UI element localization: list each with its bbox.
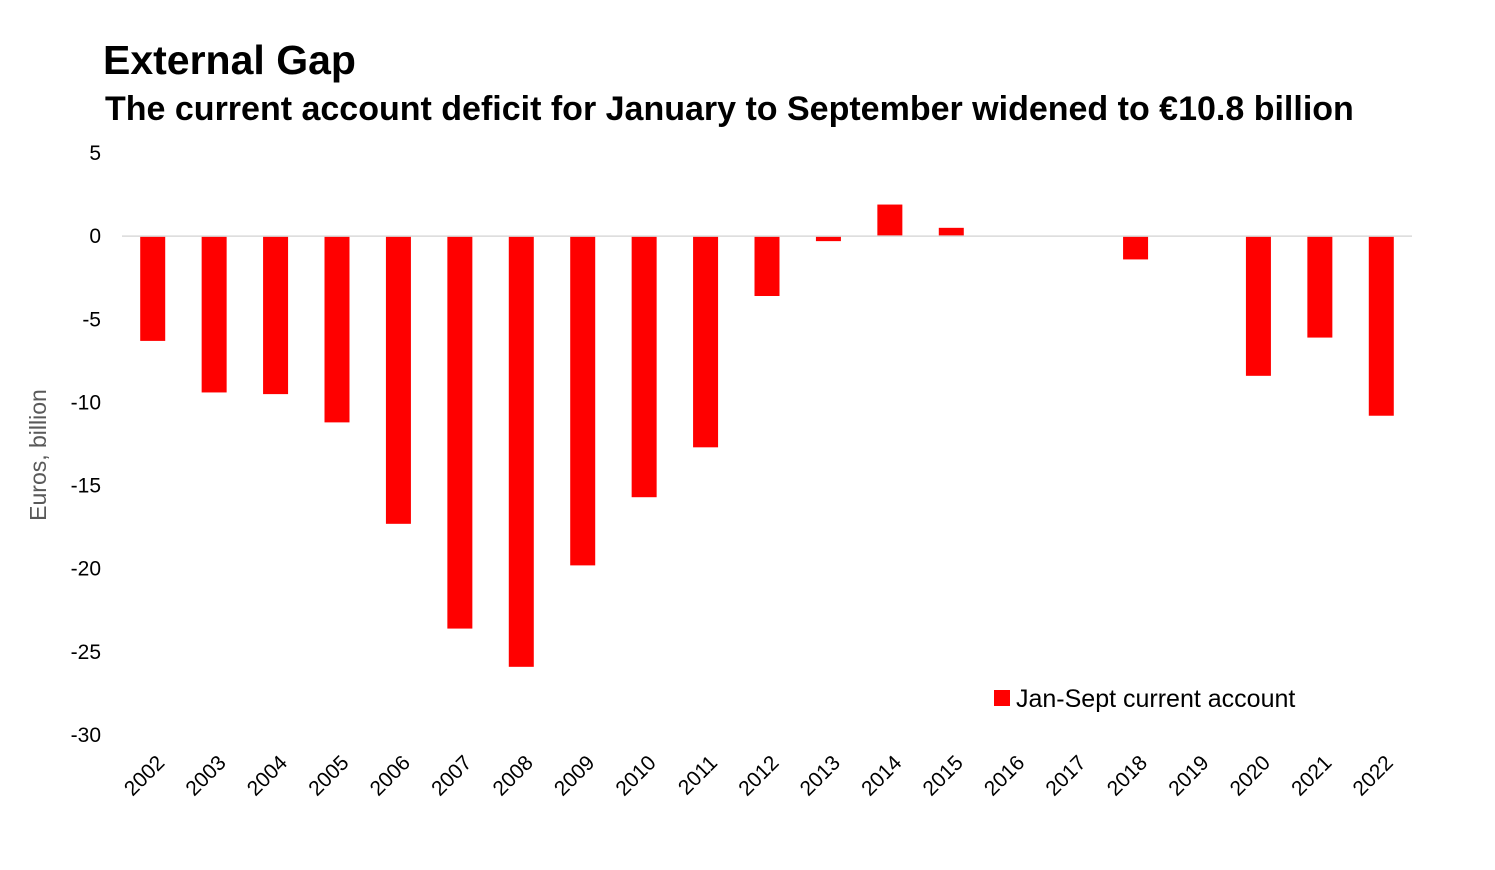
y-tick-label: -30	[71, 724, 101, 747]
bar	[447, 236, 473, 629]
x-tick-label: 2008	[489, 751, 538, 800]
x-tick-label: 2021	[1287, 751, 1336, 800]
legend-swatch	[994, 690, 1010, 706]
x-tick-label: 2003	[181, 751, 230, 800]
x-tick-label: 2006	[366, 751, 415, 800]
bar	[1123, 236, 1149, 260]
x-tick-label: 2019	[1164, 751, 1213, 800]
bar	[1307, 236, 1333, 338]
x-tick-label: 2016	[980, 751, 1029, 800]
y-tick-label: -5	[82, 308, 101, 331]
x-tick-label: 2005	[304, 751, 353, 800]
bar	[877, 204, 903, 237]
y-tick-label: -20	[71, 558, 101, 581]
x-tick-label: 2002	[120, 751, 169, 800]
bar	[385, 236, 411, 524]
x-tick-label: 2012	[734, 751, 783, 800]
x-tick-label: 2018	[1103, 751, 1152, 800]
x-tick-label: 2009	[550, 751, 599, 800]
bar	[693, 236, 719, 448]
y-tick-label: 5	[89, 142, 101, 165]
bar	[140, 236, 166, 341]
legend-label: Jan-Sept current account	[1016, 685, 1295, 713]
bar	[631, 236, 657, 498]
legend: Jan-Sept current account	[994, 685, 1295, 713]
bar-series	[140, 204, 1394, 667]
bar	[938, 227, 964, 237]
chart-subtitle: The current account deficit for January …	[105, 90, 1354, 128]
bar	[324, 236, 350, 423]
x-tick-label: 2007	[427, 751, 476, 800]
y-tick-label: 0	[89, 225, 101, 248]
x-axis-ticks: 2002 2003 2004 2005 2006 2007 2008 2009 2010 2011…	[120, 751, 1398, 801]
chart-title: External Gap	[103, 37, 356, 83]
x-tick-label: 2022	[1349, 751, 1398, 800]
y-tick-label: -15	[71, 475, 101, 498]
x-tick-label: 2014	[857, 751, 907, 801]
x-tick-label: 2011	[674, 751, 722, 799]
bar	[570, 236, 596, 566]
x-tick-label: 2017	[1041, 751, 1090, 800]
bar	[1245, 236, 1271, 376]
y-axis-ticks: 5 0 -5 -10 -15 -20 -25 -30	[71, 142, 101, 747]
x-tick-label: 2010	[611, 751, 660, 800]
x-tick-label: 2013	[796, 751, 845, 800]
bar	[263, 236, 289, 395]
bar	[508, 236, 534, 667]
bar	[815, 236, 841, 242]
x-tick-label: 2004	[243, 751, 293, 801]
y-tick-label: -25	[71, 641, 101, 664]
bar	[754, 236, 780, 297]
x-tick-label: 2015	[919, 751, 968, 800]
y-axis-title: Euros, billion	[25, 389, 51, 521]
x-tick-label: 2020	[1226, 751, 1275, 800]
y-tick-label: -10	[71, 391, 101, 414]
bar	[201, 236, 227, 393]
bar	[1368, 236, 1394, 416]
